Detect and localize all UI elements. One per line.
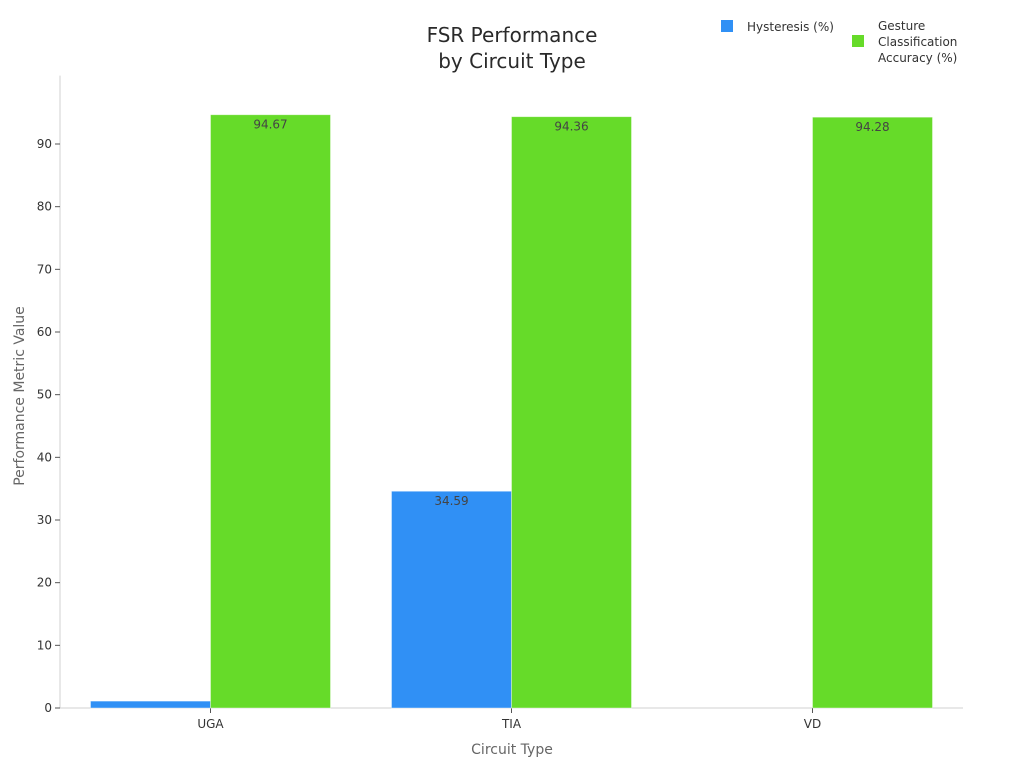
bar-hysteresis-tia [391, 490, 512, 709]
y-tick-label: 20 [37, 576, 52, 590]
bar-value-label: 94.28 [855, 120, 889, 134]
title-line-2: by Circuit Type [438, 49, 586, 73]
x-tick-label: VD [804, 717, 821, 731]
legend-swatch-accuracy [852, 35, 864, 47]
bar-value-label: 94.36 [554, 120, 588, 134]
y-tick-label: 80 [37, 200, 52, 214]
x-axis-label: Circuit Type [471, 742, 553, 758]
bar-accuracy-tia [511, 116, 632, 709]
bar-accuracy-vd [812, 116, 933, 709]
y-tick-label: 70 [37, 262, 52, 276]
legend-label-hysteresis: Hysteresis (%) [747, 20, 834, 34]
chart-title: FSR Performance by Circuit Type [362, 22, 662, 74]
y-tick-label: 0 [44, 701, 52, 715]
y-tick-label: 40 [37, 450, 52, 464]
legend-swatch-hysteresis [721, 20, 733, 32]
y-tick-label: 60 [37, 325, 52, 339]
bar-value-label: 94.67 [253, 118, 287, 132]
bar-accuracy-uga [210, 114, 331, 709]
legend-label-accuracy: Gesture Classification Accuracy (%) [878, 19, 958, 65]
y-tick-label: 30 [37, 513, 52, 527]
title-line-1: FSR Performance [426, 23, 598, 47]
y-tick-label: 10 [37, 638, 52, 652]
x-tick-label: TIA [501, 717, 522, 731]
bar-hysteresis-uga [90, 700, 211, 709]
bar-value-label: 34.59 [434, 494, 468, 508]
y-axis-label: Performance Metric Value [12, 306, 28, 486]
y-tick-label: 50 [37, 388, 52, 402]
y-tick-label: 90 [37, 137, 52, 151]
x-tick-label: UGA [197, 717, 224, 731]
